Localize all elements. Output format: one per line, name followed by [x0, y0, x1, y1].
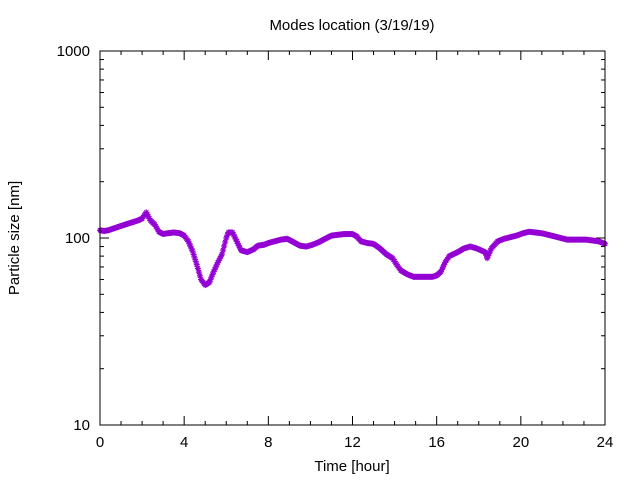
x-tick-label: 16 — [428, 434, 445, 451]
ticks — [99, 50, 606, 426]
x-tick-label: 8 — [264, 434, 272, 451]
y-axis-label: Particle size [nm] — [6, 181, 23, 295]
data-point — [487, 247, 494, 254]
data-point — [438, 266, 445, 273]
data-point — [215, 257, 222, 264]
x-tick-label: 0 — [96, 434, 104, 451]
plot-frame — [99, 50, 606, 426]
tick-labels: 0 4 8 12 16 20 24 10 100 1000 — [57, 43, 614, 451]
x-tick-label: 12 — [344, 434, 361, 451]
y-tick-label: 10 — [73, 417, 90, 434]
data-point — [235, 242, 242, 249]
data-point — [220, 247, 227, 254]
x-tick-label: 24 — [597, 434, 614, 451]
x-tick-label: 4 — [180, 434, 188, 451]
data-point — [221, 243, 228, 250]
data-points — [97, 209, 608, 289]
x-axis-label: Time [hour] — [314, 458, 389, 475]
y-tick-label: 100 — [65, 230, 90, 247]
x-tick-label: 20 — [512, 434, 529, 451]
chart-title: Modes location (3/19/19) — [269, 17, 434, 34]
data-point — [222, 239, 229, 246]
y-tick-label: 1000 — [57, 43, 90, 60]
